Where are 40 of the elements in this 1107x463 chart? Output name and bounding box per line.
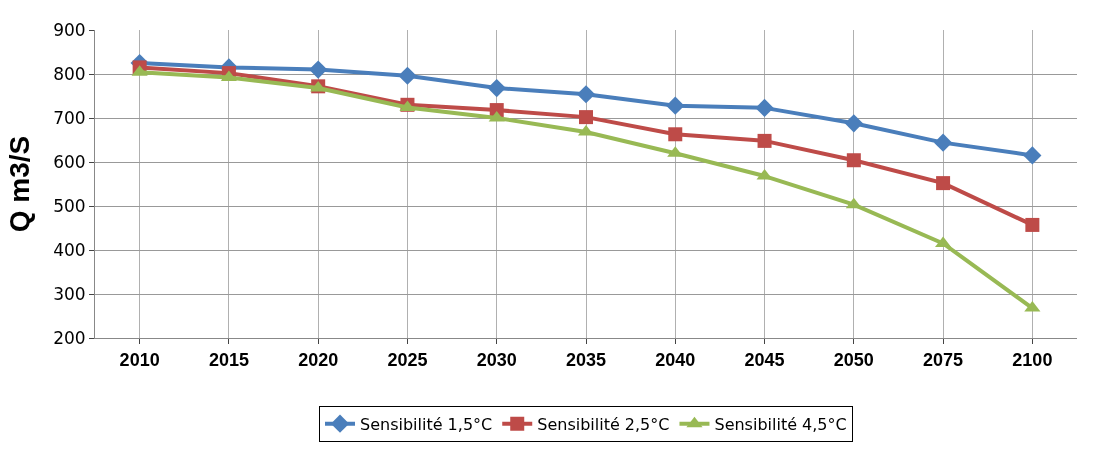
y-tick-label: 900	[53, 19, 86, 40]
point	[933, 133, 953, 152]
point	[668, 127, 683, 142]
x-tick-label: 2025	[387, 349, 428, 370]
x-tick-label: 2075	[923, 349, 964, 370]
y-tick-label: 300	[53, 283, 86, 304]
point	[398, 66, 417, 85]
point	[1025, 217, 1040, 232]
point	[576, 85, 596, 104]
x-tick-label: 2030	[476, 349, 517, 370]
point	[844, 114, 863, 133]
point	[757, 133, 772, 148]
point	[579, 110, 593, 125]
point	[220, 70, 237, 82]
x-tick-label: 2050	[833, 349, 874, 370]
x-tick-label: 2045	[744, 349, 785, 370]
y-tick-label: 200	[53, 327, 86, 348]
point	[936, 176, 951, 191]
y-tick-label: 700	[53, 107, 86, 128]
x-tick-label: 2010	[119, 349, 160, 370]
point	[309, 60, 328, 79]
y-tick-label: 500	[53, 195, 86, 216]
legend-label: Sensibilité 4,5°C	[714, 414, 847, 434]
legend-label: Sensibilité 1,5°C	[360, 414, 493, 434]
y-tick-label: 400	[53, 239, 86, 260]
x-tick-label: 2020	[298, 349, 339, 370]
x-tick-label: 2035	[565, 349, 607, 370]
y-tick-label: 600	[53, 151, 86, 172]
point	[666, 96, 685, 115]
point	[1023, 146, 1042, 165]
point	[487, 78, 506, 98]
point	[845, 197, 862, 209]
x-tick-label: 2100	[1012, 349, 1053, 370]
point	[755, 98, 774, 117]
x-tick-label: 2015	[208, 349, 249, 370]
y-tick-label: 800	[53, 63, 86, 84]
x-tick-label: 2040	[655, 349, 696, 370]
legend-label: Sensibilité 2,5°C	[537, 414, 670, 434]
y-axis-title: Q m3/S	[3, 135, 35, 233]
point	[846, 153, 861, 168]
